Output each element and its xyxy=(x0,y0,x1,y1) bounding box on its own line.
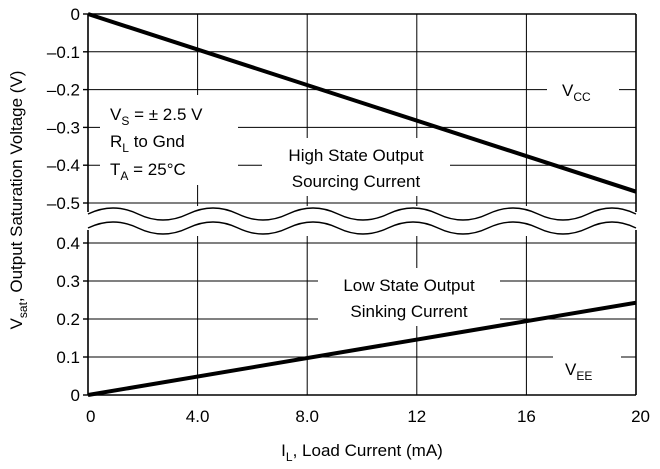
series-line-vee xyxy=(87,300,637,397)
conditions-box xyxy=(100,95,238,185)
vee-description-line-1: Low State Output xyxy=(343,276,475,295)
axis-break-wave-top xyxy=(87,207,637,221)
x-tick-label: 4.0 xyxy=(186,407,210,426)
x-tick-label: 16 xyxy=(517,407,536,426)
y-tick-label: 0 xyxy=(71,5,80,24)
grid-lines xyxy=(88,14,636,395)
condition-s: VS = ± 2.5 V xyxy=(110,105,203,128)
y-tick-label: –0.5 xyxy=(47,194,80,213)
y-tick-label: 0.2 xyxy=(56,310,80,329)
vcc-series-label: VCC xyxy=(562,81,591,104)
y-axis-title: Vsat, Output Saturation Voltage (V) xyxy=(7,71,30,330)
condition-a: TA = 25°C xyxy=(110,160,186,183)
y-tick-label: 0.3 xyxy=(56,272,80,291)
y-tick-label: –0.4 xyxy=(47,156,80,175)
vcc-desc-box xyxy=(262,138,450,196)
vcc-description-line-1: High State Output xyxy=(288,146,423,165)
condition-l: RL to Gnd xyxy=(110,132,185,155)
vee-desc-box xyxy=(318,268,500,326)
y-tick-marks xyxy=(83,13,88,396)
series-line-vcc xyxy=(87,12,637,194)
x-tick-label: 8.0 xyxy=(295,407,319,426)
axis-break-mask xyxy=(86,207,638,235)
x-tick-label: 0 xyxy=(86,407,95,426)
vee-label-box xyxy=(553,352,621,386)
vee-series-label: VEE xyxy=(565,360,592,383)
vcc-label-box xyxy=(547,72,619,108)
y-tick-label: 0.4 xyxy=(56,234,80,253)
axis-break-wave-bottom xyxy=(87,221,637,235)
x-axis-title: IL, Load Current (mA) xyxy=(281,441,443,464)
y-tick-label: 0 xyxy=(71,386,80,405)
vcc-description-line-2: Sourcing Current xyxy=(292,172,421,191)
vee-description-line-2: Sinking Current xyxy=(350,302,467,321)
x-tick-label: 12 xyxy=(407,407,426,426)
plot-frame xyxy=(87,13,637,396)
y-tick-label: –0.1 xyxy=(47,43,80,62)
y-tick-label: –0.3 xyxy=(47,118,80,137)
axis-break xyxy=(86,207,638,235)
y-tick-label: –0.2 xyxy=(47,81,80,100)
y-tick-label: 0.1 xyxy=(56,348,80,367)
x-tick-label: 20 xyxy=(631,407,650,426)
